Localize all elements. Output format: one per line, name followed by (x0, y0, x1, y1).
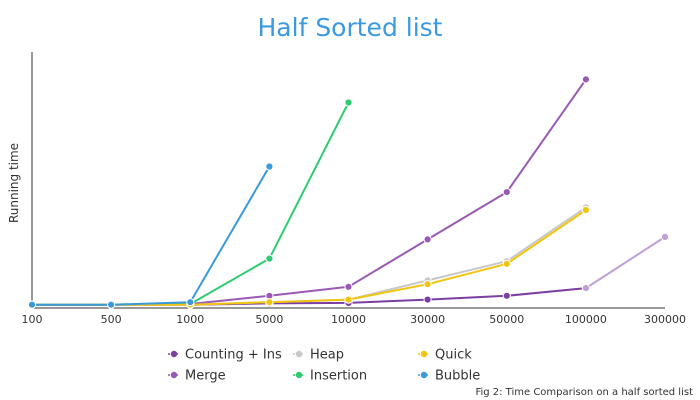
legend-item[interactable]: Quick (418, 348, 472, 363)
legend-swatch-marker (295, 350, 303, 358)
x-tick-label: 5000 (255, 313, 283, 326)
legend-swatch-marker (170, 350, 178, 358)
legend-item[interactable]: Counting + Ins (168, 348, 282, 363)
data-point[interactable] (265, 298, 274, 307)
x-tick-label: 300000 (644, 313, 686, 326)
legend-swatch-marker (170, 371, 178, 379)
data-point[interactable] (581, 205, 591, 215)
legend-label: Insertion (310, 369, 367, 384)
data-point[interactable] (581, 284, 591, 293)
data-point[interactable] (423, 280, 432, 289)
data-point[interactable] (502, 259, 511, 268)
data-point[interactable] (344, 282, 353, 291)
data-point[interactable] (581, 75, 591, 84)
data-point[interactable] (660, 232, 670, 241)
figure-caption: Fig 2: Time Comparison on a half sorted … (475, 387, 693, 398)
x-tick-label: 100000 (565, 313, 607, 326)
x-tick-label: 100 (22, 313, 43, 326)
legend-item[interactable]: Merge (168, 369, 226, 384)
data-point[interactable] (344, 98, 353, 107)
x-tick-label: 500 (101, 313, 122, 326)
legend-label: Quick (435, 348, 472, 363)
data-point[interactable] (265, 162, 274, 171)
series-unlabeled-6 (581, 232, 670, 293)
legend-item[interactable]: Insertion (293, 369, 367, 384)
legend-item[interactable]: Heap (293, 348, 344, 363)
data-point[interactable] (502, 291, 511, 300)
x-tick-label: 1000 (176, 313, 204, 326)
series-line (32, 165, 271, 306)
legend-item[interactable]: Bubble (418, 369, 480, 384)
legend: Counting + Ins Merge Heap Insertion Quick Bub… (168, 348, 480, 384)
series-insertion (27, 98, 353, 309)
chart-title: Half Sorted list (258, 13, 443, 42)
legend-label: Merge (185, 369, 226, 384)
data-point[interactable] (27, 300, 37, 309)
legend-label: Bubble (435, 369, 480, 384)
x-tick-label: 50000 (489, 313, 524, 326)
legend-label: Counting + Ins (185, 348, 282, 363)
series-merge (27, 75, 591, 309)
data-point[interactable] (265, 254, 274, 263)
data-point[interactable] (423, 235, 432, 244)
series-line (32, 206, 587, 306)
data-point[interactable] (502, 188, 511, 197)
series-line (32, 102, 350, 306)
legend-swatch-marker (420, 371, 428, 379)
series-layer (27, 75, 670, 309)
data-point[interactable] (107, 300, 116, 309)
series-line (585, 236, 666, 289)
legend-swatch-marker (295, 371, 303, 379)
legend-swatch-marker (420, 350, 428, 358)
data-point[interactable] (423, 295, 432, 304)
x-tick-labels: 100 500 1000 5000 10000 30000 50000 100000 30000… (22, 313, 687, 326)
series-bubble (27, 162, 274, 309)
x-tick-label: 10000 (331, 313, 366, 326)
x-tick-label: 30000 (410, 313, 445, 326)
legend-label: Heap (310, 348, 344, 363)
data-point[interactable] (344, 295, 353, 304)
y-axis-label: Running time (7, 143, 21, 223)
data-point[interactable] (186, 298, 195, 307)
